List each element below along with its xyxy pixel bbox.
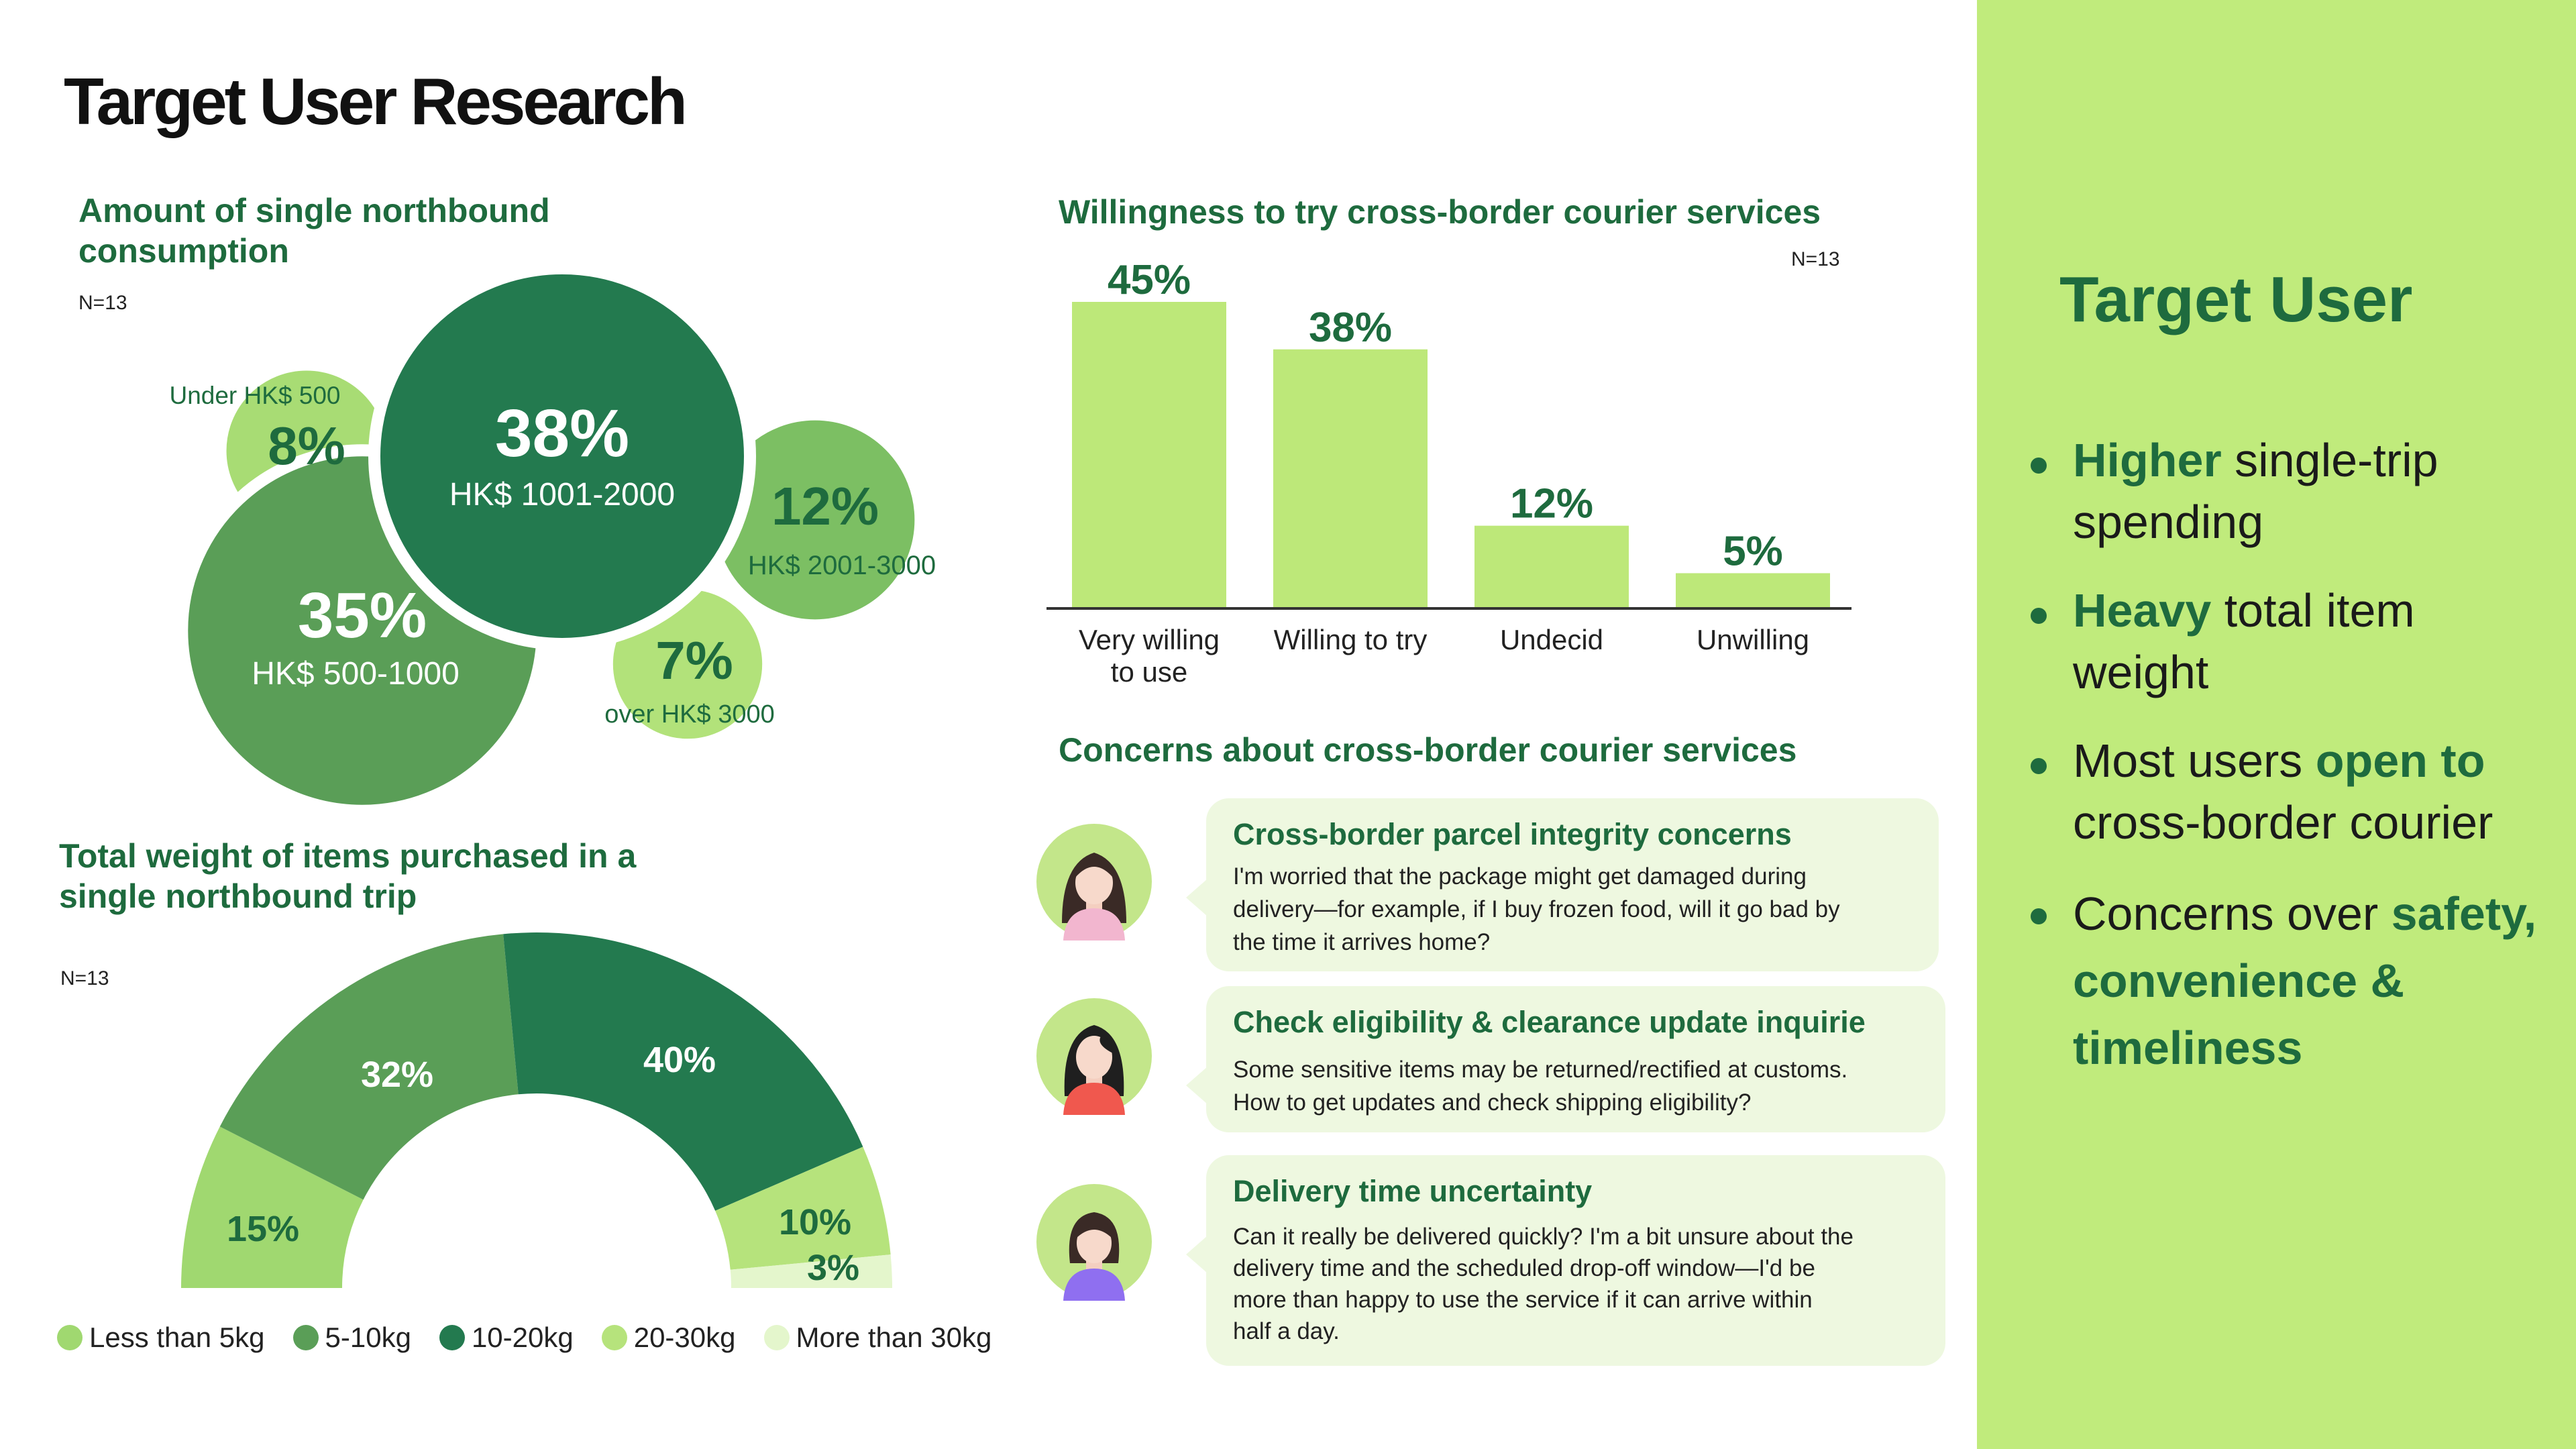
legend-swatch: [763, 1325, 790, 1350]
legend-item: 10-20kg: [439, 1322, 574, 1354]
bar-category-label: Willing to try: [1274, 624, 1428, 655]
bar-value-label: 45%: [1108, 257, 1191, 303]
legend-swatch: [57, 1325, 83, 1350]
bubble-value-label: 38%: [495, 396, 629, 471]
woman-black-hair-red-avatar-icon: [1036, 998, 1152, 1115]
bar-value-label: 38%: [1309, 305, 1392, 351]
bar-category-label: Undecid: [1500, 624, 1603, 655]
point-highlight: Higher: [2073, 434, 2222, 486]
bar-0: [1072, 302, 1226, 607]
bubble-category-label: HK$ 500-1000: [252, 656, 460, 692]
concern-body: Some sensitive items may be returned/rec…: [1233, 1053, 1917, 1119]
concern-body-line: delivery time and the scheduled drop-off…: [1233, 1255, 1815, 1281]
bubble-2: [368, 262, 756, 650]
concern-body-line: I'm worried that the package might get d…: [1233, 863, 1807, 890]
donut-segment-1: [219, 934, 519, 1200]
donut-segment-4: [730, 1254, 892, 1288]
willingness-n-label: N=13: [1791, 248, 1840, 270]
bar-2: [1474, 525, 1629, 607]
point-post: single-trip spending: [2073, 434, 2438, 548]
point-pre: Concerns over: [2073, 888, 2392, 940]
bubble-category-label: HK$ 1001-2000: [449, 477, 675, 513]
concern-title: Delivery time uncertainty: [1233, 1174, 1593, 1208]
bubble-value-label: 8%: [268, 416, 345, 476]
point-pre: Most users: [2073, 735, 2316, 787]
willingness-bar-chart: 45% 38% 12% 5% Very willing to use Willing to …: [1046, 257, 1851, 688]
point-highlight: open to: [2315, 735, 2485, 787]
donut-value-label: 15%: [227, 1209, 299, 1249]
bar-category-label: Very willing to use: [1079, 624, 1220, 688]
donut-segment-3: [715, 1146, 891, 1270]
legend-swatch: [439, 1325, 465, 1350]
point-highlight: Heavy: [2073, 584, 2212, 637]
bubble-value-label: 12%: [771, 476, 879, 536]
woman-bob-hair-purple-avatar-icon: [1036, 1184, 1152, 1301]
concern-bubble: Check eligibility & clearance update inq…: [1186, 986, 1945, 1132]
legend-item: 20-30kg: [601, 1322, 736, 1354]
donut-value-label: 3%: [807, 1248, 859, 1288]
target-user-point: Concerns over safety, convenience & time…: [1977, 880, 2556, 1081]
legend-item: More than 30kg: [763, 1322, 992, 1354]
weight-chart-title: Total weight of items purchased in a sin…: [59, 837, 637, 915]
legend-label: 10-20kg: [471, 1322, 574, 1353]
bar-value-label: 12%: [1510, 481, 1593, 527]
point-highlight: safety, convenience & timeliness: [2073, 888, 2537, 1074]
weight-half-donut-chart: 15% 32% 40% 10% 3%: [0, 932, 953, 1301]
donut-value-label: 10%: [779, 1202, 851, 1242]
legend-swatch: [292, 1325, 319, 1350]
bubble-category-label: HK$ 2001-3000: [748, 551, 936, 580]
willingness-chart-title: Willingness to try cross-border courier …: [1059, 193, 1821, 231]
concern-body-line: Can it really be delivered quickly? I'm …: [1233, 1224, 1854, 1250]
donut-value-label: 32%: [361, 1055, 433, 1095]
consumption-bubble-chart: 8% Under HK$ 500 35% HK$ 500-1000 38% HK$ 100…: [169, 262, 936, 817]
legend-item: 5-10kg: [292, 1322, 411, 1354]
bar-3: [1676, 573, 1830, 607]
point-post: total item weight: [2073, 584, 2415, 698]
concern-body-line: Some sensitive items may be returned/rec…: [1233, 1057, 1848, 1083]
concern-body-line: more than happy to use the service if it…: [1233, 1287, 1813, 1313]
concern-body-line: half a day.: [1233, 1318, 1340, 1344]
woman-long-hair-pink-avatar-icon: [1036, 824, 1152, 941]
legend-swatch: [601, 1325, 627, 1350]
point-post: cross-border courier: [2073, 796, 2493, 849]
donut-segment-0: [181, 1126, 364, 1288]
concerns-title: Concerns about cross-border courier serv…: [1059, 731, 1797, 769]
donut-value-label: 40%: [643, 1040, 716, 1080]
bubble-category-label: over HK$ 3000: [604, 700, 775, 729]
target-user-point: Higher single-trip spending: [1977, 429, 2556, 553]
legend-label: 20-30kg: [633, 1322, 736, 1353]
bar-category-label: Unwilling: [1697, 624, 1809, 655]
bubble-category-label: Under HK$ 500: [169, 382, 340, 409]
target-user-panel: Target User Higher single-trip spending …: [1977, 0, 2576, 1449]
target-user-title: Target User: [2059, 264, 2413, 335]
concern-body-line: How to get updates and check shipping el…: [1233, 1089, 1752, 1116]
concern-body-line: the time it arrives home?: [1233, 929, 1491, 955]
consumption-chart-title: Amount of single northbound consumption: [78, 192, 550, 270]
concern-bubble: Delivery time uncertainty Can it really …: [1186, 1155, 1945, 1366]
page-title: Target User Research: [64, 64, 688, 138]
bubble-value-label: 7%: [655, 631, 733, 690]
concern-body: Can it really be delivered quickly? I'm …: [1233, 1221, 1917, 1347]
target-user-point: Heavy total item weight: [1977, 580, 2556, 703]
target-user-point: Most users open to cross-border courier: [1977, 730, 2556, 853]
concern-title: Cross-border parcel integrity concerns: [1233, 817, 1792, 851]
concern-title: Check eligibility & clearance update inq…: [1233, 1005, 1866, 1039]
target-user-list: Higher single-trip spending Heavy total …: [1977, 429, 2576, 1108]
consumption-n-label: N=13: [78, 292, 127, 314]
weight-legend: Less than 5kg 5-10kg 10-20kg 20-30kg More th…: [57, 1322, 1020, 1354]
legend-label: More than 30kg: [796, 1322, 992, 1353]
concern-body: I'm worried that the package might get d…: [1233, 860, 1917, 959]
bar-1: [1273, 349, 1428, 607]
bubble-value-label: 35%: [298, 580, 427, 651]
legend-label: 5-10kg: [325, 1322, 411, 1353]
bar-value-label: 5%: [1723, 528, 1783, 574]
concern-bubble: Cross-border parcel integrity concerns I…: [1186, 798, 1939, 971]
donut-segment-2: [503, 932, 863, 1211]
concern-body-line: delivery—for example, if I buy frozen fo…: [1233, 896, 1840, 922]
weight-n-label: N=13: [60, 967, 109, 989]
donut-base-mask: [0, 1289, 953, 1301]
legend-item: Less than 5kg: [57, 1322, 265, 1354]
legend-label: Less than 5kg: [89, 1322, 265, 1353]
